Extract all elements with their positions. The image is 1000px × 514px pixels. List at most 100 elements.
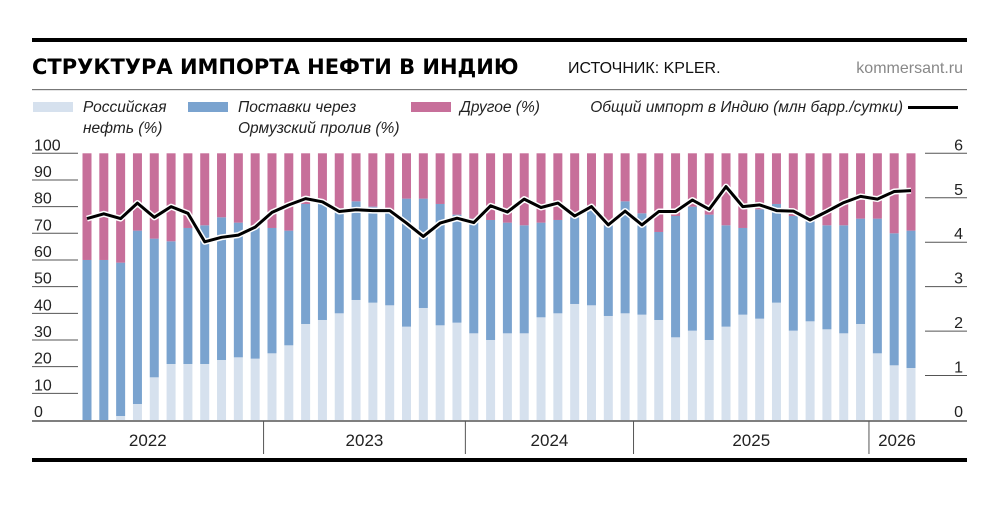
- bar-hormuz: [637, 213, 647, 315]
- bar-russian: [351, 299, 361, 420]
- left-tick-label: 20: [34, 351, 52, 368]
- bar-other: [586, 153, 596, 207]
- bar-russian: [250, 358, 260, 420]
- bar-other: [418, 153, 428, 199]
- bar-russian: [570, 303, 580, 420]
- left-tick-label: 10: [34, 377, 52, 394]
- bar-russian: [385, 305, 395, 420]
- bar-russian: [856, 323, 866, 420]
- legend-swatch-hormuz: [188, 102, 228, 112]
- left-tick-label: 30: [34, 324, 52, 341]
- bar-hormuz: [553, 219, 563, 314]
- left-tick-label: 90: [34, 164, 52, 181]
- left-tick-label: 70: [34, 217, 52, 234]
- bar-hormuz: [586, 206, 596, 306]
- right-tick-label: 1: [954, 360, 963, 377]
- bar-hormuz: [166, 241, 176, 364]
- bar-other: [334, 153, 344, 212]
- bar-russian: [334, 313, 344, 420]
- bar-russian: [469, 333, 479, 420]
- bar-russian: [654, 319, 664, 420]
- bar-russian: [149, 377, 159, 420]
- year-label: 2025: [732, 431, 770, 450]
- bar-other: [317, 153, 327, 204]
- legend-label-hormuz-2: Ормузский пролив (%): [238, 120, 399, 137]
- source-label: ИСТОЧНИК: KPLER.: [568, 60, 721, 77]
- bar-hormuz: [822, 225, 832, 330]
- bar-hormuz: [704, 214, 714, 340]
- right-tick-label: 6: [954, 137, 963, 154]
- bar-other: [217, 153, 227, 218]
- bar-russian: [671, 337, 681, 420]
- legend-label-russian-2: нефть (%): [83, 120, 162, 137]
- bar-hormuz: [519, 225, 529, 334]
- bar-hormuz: [839, 225, 849, 334]
- bar-other: [233, 153, 243, 223]
- bar-russian: [183, 363, 193, 420]
- bar-other: [452, 153, 462, 215]
- bar-other: [368, 153, 378, 207]
- bar-other: [267, 153, 277, 228]
- bar-other: [553, 153, 563, 220]
- left-tick-label: 60: [34, 244, 52, 261]
- bar-other: [402, 153, 412, 199]
- right-tick-label: 3: [954, 271, 963, 288]
- total-line: [86, 185, 912, 244]
- bar-hormuz: [452, 214, 462, 323]
- bar-other: [435, 153, 445, 204]
- bar-hormuz: [486, 219, 496, 340]
- bar-hormuz: [116, 262, 126, 416]
- bar-russian: [132, 403, 142, 420]
- bar-hormuz: [267, 227, 277, 354]
- bar-other: [132, 153, 142, 231]
- left-tick-label: 0: [34, 404, 43, 421]
- bar-hormuz: [771, 203, 781, 303]
- bar-russian: [166, 363, 176, 420]
- left-tick-label: 40: [34, 297, 52, 314]
- bar-other: [486, 153, 496, 220]
- year-axis: 2022 2023 2024 2025 2026: [32, 420, 967, 454]
- right-tick-label: 4: [954, 226, 963, 243]
- bar-russian: [553, 313, 563, 420]
- bar-russian: [603, 315, 613, 420]
- right-tick-label: 5: [954, 182, 963, 199]
- bar-hormuz: [805, 221, 815, 322]
- bar-hormuz: [536, 222, 546, 318]
- bar-hormuz: [149, 238, 159, 378]
- bar-other: [519, 153, 529, 226]
- bar-russian: [402, 326, 412, 420]
- bar-russian: [519, 333, 529, 420]
- bar-hormuz: [132, 230, 142, 404]
- bar-russian: [452, 322, 462, 420]
- top-rule: [32, 38, 967, 42]
- bar-russian: [839, 333, 849, 420]
- bar-other: [771, 153, 781, 204]
- bar-other: [788, 153, 798, 216]
- total-line-halo: [86, 183, 912, 245]
- bar-hormuz: [200, 225, 210, 364]
- bar-hormuz: [368, 206, 378, 303]
- bar-russian: [267, 353, 277, 420]
- bar-hormuz: [687, 206, 697, 331]
- bar-russian: [284, 345, 294, 420]
- bar-other: [200, 153, 210, 226]
- bar-other: [671, 153, 681, 216]
- bar-other: [385, 153, 395, 212]
- bar-russian: [889, 365, 899, 420]
- bar-russian: [805, 321, 815, 420]
- bar-hormuz: [721, 225, 731, 327]
- bar-other: [99, 153, 109, 260]
- bar-russian: [620, 313, 630, 420]
- bar-other: [351, 153, 361, 202]
- bar-russian: [906, 367, 916, 420]
- bar-hormuz: [82, 259, 92, 420]
- bottom-rule: [32, 458, 967, 462]
- bar-other: [839, 153, 849, 226]
- bar-russian: [486, 339, 496, 420]
- axes: 0 10 20 30 40 50 60 70 80 90 100 0 1 2 3 4 5 6: [32, 137, 967, 421]
- bar-hormuz: [671, 215, 681, 338]
- bar-russian: [704, 339, 714, 420]
- bar-other: [82, 153, 92, 260]
- bar-hormuz: [570, 217, 580, 304]
